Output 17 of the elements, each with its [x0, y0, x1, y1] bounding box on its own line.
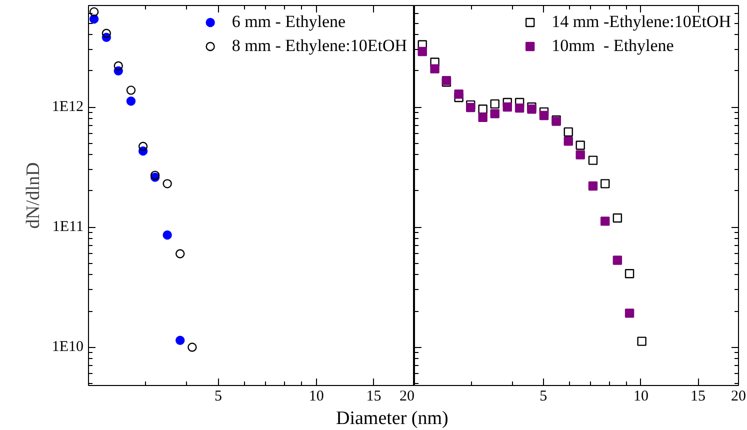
x-tick-label: 15 [690, 388, 706, 404]
legend-label: 14 mm -Ethylene:10EtOH [552, 12, 731, 32]
x-tick-label: 20 [731, 388, 746, 404]
y-tick-label: 1E12 [52, 99, 84, 115]
x-axis-title: Diameter (nm) [336, 407, 448, 430]
x-tick-label: 10 [633, 388, 648, 404]
x-tick-label: 5 [214, 388, 222, 404]
x-tick-label: 20 [400, 388, 414, 404]
x-tick-label: 15 [366, 388, 382, 404]
legend-label: 8 mm - Ethylene:10EtOH [232, 36, 407, 56]
legend-label: 10mm - Ethylene [552, 36, 674, 56]
y-axis-title: dN/dlnD [22, 162, 44, 229]
x-tick-label: 5 [540, 388, 548, 404]
y-tick-label: 1E10 [52, 339, 84, 356]
x-tick-label: 10 [308, 388, 324, 404]
legend-label: 6 mm - Ethylene [232, 12, 346, 32]
y-tick-label: 1E11 [52, 219, 84, 236]
